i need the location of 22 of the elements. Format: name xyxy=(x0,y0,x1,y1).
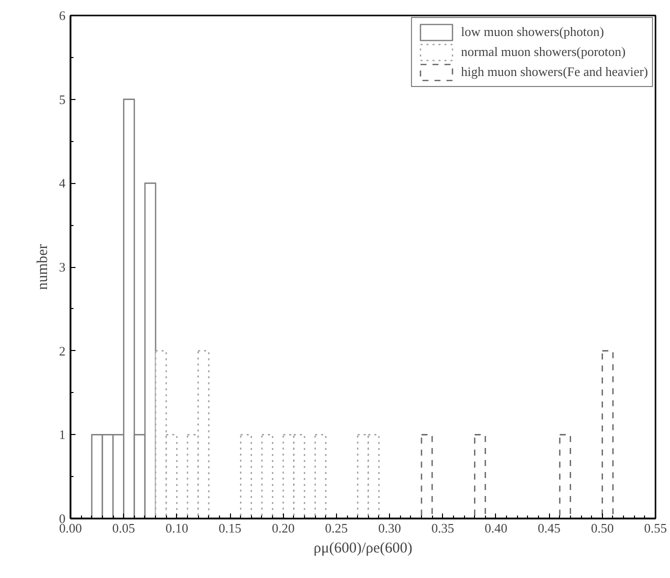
x-tick-label: 0.35 xyxy=(431,520,454,536)
x-tick-label: 0.50 xyxy=(590,520,614,536)
x-tick-label: 0.15 xyxy=(218,520,242,536)
legend-label: low muon showers(photon) xyxy=(460,24,604,40)
x-tick-label: 0.10 xyxy=(165,520,188,536)
legend-label: normal muon showers(poroton) xyxy=(460,44,626,60)
y-tick-label: 5 xyxy=(59,92,66,107)
x-tick-label: 0.25 xyxy=(325,520,348,536)
y-tick-label: 6 xyxy=(59,8,66,23)
x-tick-label: 0.45 xyxy=(538,520,561,536)
x-tick-label: 0.30 xyxy=(378,520,401,536)
x-tick-label: 0.05 xyxy=(112,520,136,536)
y-tick-label: 1 xyxy=(59,427,66,442)
y-axis-title: number xyxy=(35,244,51,290)
x-tick-label: 0.55 xyxy=(644,520,667,536)
y-tick-label: 4 xyxy=(59,176,66,191)
y-tick-label: 2 xyxy=(59,343,66,358)
x-axis-title: ρμ(600)/ρe(600) xyxy=(314,540,412,556)
x-tick-label: 0.20 xyxy=(272,520,295,536)
legend-label: high muon showers(Fe and heavier) xyxy=(460,64,648,80)
y-tick-label: 3 xyxy=(59,260,66,274)
x-tick-label: 0.40 xyxy=(484,520,508,536)
